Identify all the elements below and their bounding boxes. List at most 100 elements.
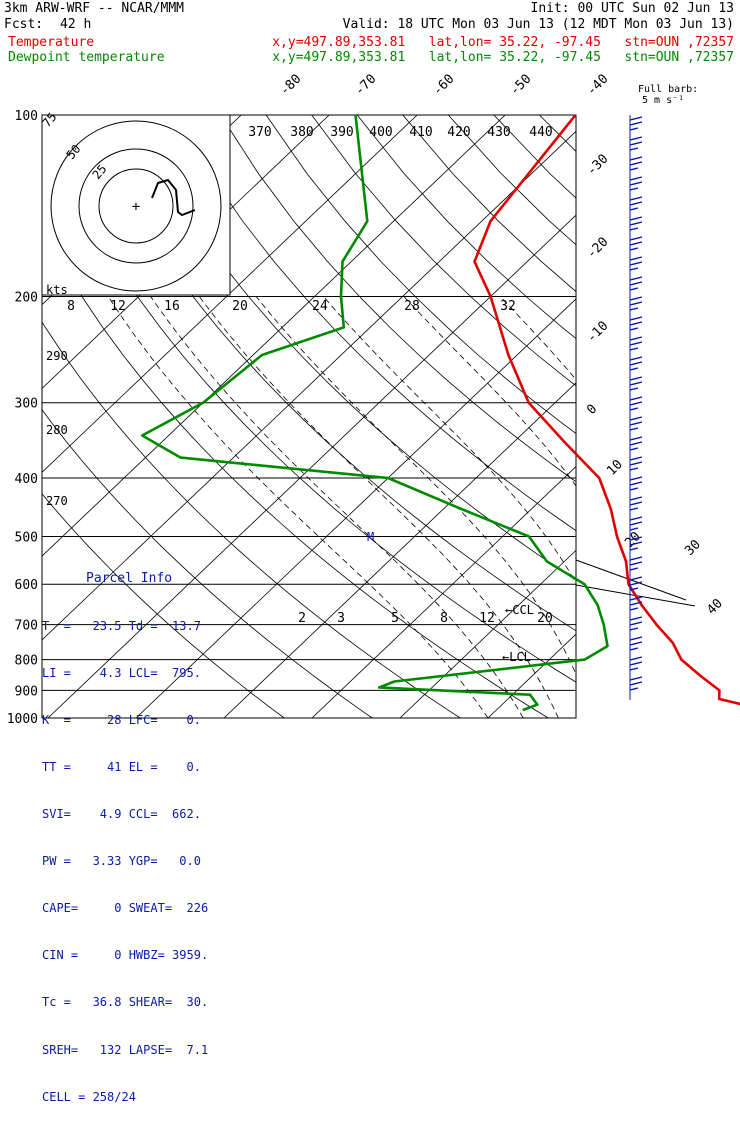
- wind-barb: [630, 257, 642, 270]
- parcel-row: T = 23.5 Td = 13.7: [42, 619, 242, 635]
- parcel-row: TT = 41 EL = 0.: [42, 760, 242, 776]
- isotherm-label: -60: [430, 72, 457, 99]
- isotherm-label: 10: [604, 457, 626, 479]
- mixing-ratio-label: 20: [537, 611, 553, 626]
- parcel-row: Tc = 36.8 SHEAR= 30.: [42, 995, 242, 1011]
- dry-adiabat: [221, 115, 740, 718]
- theta-label: 370: [248, 125, 271, 140]
- parcel-row: LI = 4.3 LCL= 795.: [42, 666, 242, 682]
- dry-adiabat: [631, 115, 740, 718]
- isotherm-label: 20: [622, 529, 644, 551]
- parcel-row: K = 28 LFC= 0.: [42, 713, 242, 729]
- wind-barb: [630, 337, 642, 350]
- isotherm: [488, 115, 740, 718]
- wind-key-value: 5 m s⁻¹: [642, 95, 684, 106]
- theta-label: 440: [529, 125, 552, 140]
- parcel-info-title: Parcel Info: [86, 571, 242, 587]
- pressure-tick-label: 200: [15, 291, 38, 306]
- wind-barb: [630, 617, 642, 630]
- dry-adiabat: [175, 115, 740, 718]
- mixing-ratio-label: 12: [479, 611, 495, 626]
- wind-key-title: Full barb:: [638, 84, 698, 95]
- mixing-ratio-label: 3: [337, 611, 345, 626]
- wind-barb: [630, 237, 642, 250]
- mixing-ratio-label: 8: [440, 611, 448, 626]
- parcel-info-panel: Parcel Info T = 23.5 Td = 13.7 LI = 4.3 …: [42, 540, 242, 1121]
- isotherm-label: -50: [507, 72, 534, 99]
- wind-barb: [630, 437, 642, 450]
- pressure-tick-label: 1000: [7, 712, 38, 727]
- isotherm: [312, 115, 740, 718]
- lcl-marker: ←LCL: [502, 650, 531, 664]
- theta-label: 380: [290, 125, 313, 140]
- isotherm-label: -10: [584, 319, 611, 346]
- parcel-row: CELL = 258/24: [42, 1090, 242, 1106]
- series-line-temperature: [475, 115, 740, 718]
- isotherm-label: -80: [277, 72, 304, 99]
- height-label: 280: [46, 423, 68, 437]
- wind-barb: [630, 157, 642, 170]
- moist-adiabat: [404, 297, 664, 719]
- hodograph-axis-tick: 20: [232, 299, 248, 314]
- mixed-layer-marker: M: [367, 530, 374, 544]
- hodograph-axis-tick: 32: [500, 299, 516, 314]
- dry-adiabat: [494, 115, 740, 718]
- theta-label: 410: [409, 125, 432, 140]
- ccl-marker: ←CCL: [505, 603, 534, 617]
- wind-barb: [630, 297, 642, 310]
- hodograph-axis-tick: 12: [110, 299, 126, 314]
- pressure-tick-label: 800: [15, 654, 38, 669]
- pressure-tick-label: 600: [15, 578, 38, 593]
- wind-barb: [630, 217, 642, 230]
- isotherm-label: 40: [704, 596, 726, 618]
- wind-barb: [630, 397, 642, 410]
- theta-label: 420: [447, 125, 470, 140]
- wind-barb: [630, 317, 642, 330]
- dry-adiabat: [357, 115, 740, 718]
- wind-barb: [630, 417, 642, 430]
- parcel-row: CAPE= 0 SWEAT= 226: [42, 901, 242, 917]
- wind-barb: [630, 177, 642, 190]
- wind-barb: [630, 517, 642, 530]
- isotherm-label: -70: [352, 72, 379, 99]
- pressure-tick-label: 500: [15, 530, 38, 545]
- isotherm: [224, 115, 740, 718]
- wind-barb: [630, 657, 642, 670]
- hodograph-center: +: [132, 199, 140, 215]
- wind-barb: [630, 497, 642, 510]
- isotherm-label: 30: [682, 537, 704, 559]
- wind-barb: [630, 357, 642, 370]
- mixing-ratio-label: 5: [391, 611, 399, 626]
- mixing-ratio-label: 2: [298, 611, 306, 626]
- hodograph-units-label: kts: [46, 283, 68, 297]
- wind-barb: [630, 137, 642, 150]
- dry-adiabat: [539, 115, 740, 718]
- theta-label: 400: [369, 125, 392, 140]
- moist-adiabat: [610, 297, 734, 719]
- wind-barb: [630, 117, 642, 130]
- wind-barb: [630, 557, 642, 570]
- theta-label: 430: [487, 125, 510, 140]
- isotherm: [400, 115, 740, 718]
- height-label: 270: [46, 494, 68, 508]
- isotherm: [664, 115, 740, 718]
- wind-barb: [630, 197, 642, 210]
- wind-barb: [630, 277, 642, 290]
- parcel-row: SVI= 4.9 CCL= 662.: [42, 807, 242, 823]
- dry-adiabat: [312, 115, 740, 718]
- dry-adiabat: [585, 115, 740, 718]
- moist-adiabat: [323, 297, 628, 719]
- wind-barb: [630, 637, 642, 650]
- wind-barb: [630, 377, 642, 390]
- hodograph-axis-tick: 8: [67, 299, 75, 314]
- parcel-row: CIN = 0 HWBZ= 3959.: [42, 948, 242, 964]
- dry-adiabat: [676, 115, 740, 718]
- isotherm-label: -40: [584, 72, 611, 99]
- pressure-tick-label: 700: [15, 619, 38, 634]
- pressure-tick-label: 400: [15, 472, 38, 487]
- hodograph-axis-tick: 16: [164, 299, 180, 314]
- height-label: 290: [46, 349, 68, 363]
- wind-barb: [630, 677, 642, 690]
- pressure-tick-label: 900: [15, 684, 38, 699]
- pressure-tick-label: 300: [15, 397, 38, 412]
